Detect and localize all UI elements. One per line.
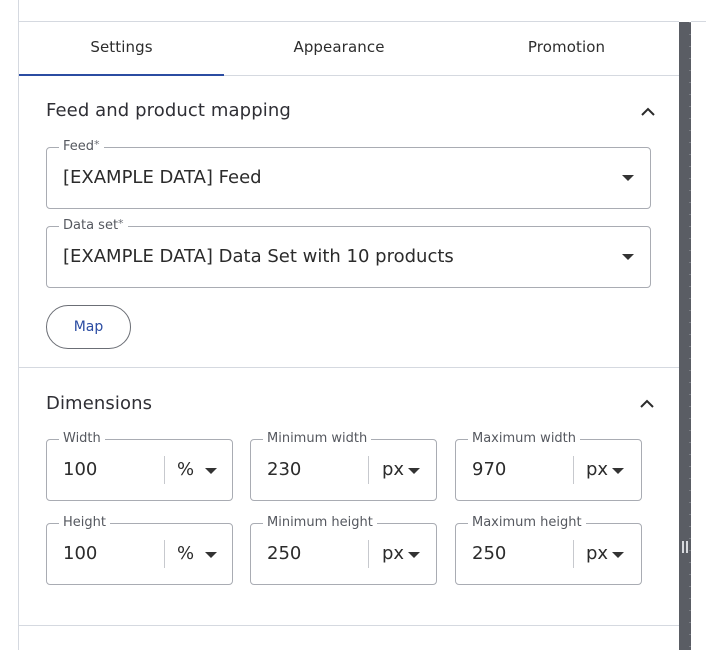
right-gutter: [691, 22, 706, 650]
max-height-value[interactable]: 250: [472, 543, 507, 564]
map-button[interactable]: Map: [46, 305, 131, 349]
width-label: Width: [59, 431, 105, 447]
height-label: Height: [59, 515, 110, 531]
max-width-label: Maximum width: [468, 431, 581, 447]
resize-splitter[interactable]: [679, 22, 691, 650]
caret-down-icon[interactable]: [612, 552, 624, 558]
unit-separator: [573, 540, 574, 568]
feed-select[interactable]: Feed* [EXAMPLE DATA] Feed: [46, 138, 651, 209]
tab-bar: Settings Appearance Promotion: [19, 22, 679, 76]
max-width-unit[interactable]: px: [586, 459, 609, 480]
top-strip: [18, 0, 679, 22]
caret-down-icon[interactable]: [408, 552, 420, 558]
data-set-select[interactable]: Data set* [EXAMPLE DATA] Data Set with 1…: [46, 217, 651, 288]
section-title-dimensions: Dimensions: [46, 393, 153, 414]
feed-label: Feed*: [59, 138, 104, 155]
height-value[interactable]: 100: [63, 543, 98, 564]
caret-down-icon[interactable]: [205, 468, 217, 474]
data-set-value: [EXAMPLE DATA] Data Set with 10 products: [63, 246, 454, 267]
min-width-field[interactable]: Minimum width 230 px: [250, 431, 437, 501]
min-width-unit[interactable]: px: [382, 459, 405, 480]
unit-separator: [164, 540, 165, 568]
caret-down-icon: [622, 254, 634, 260]
min-height-field[interactable]: Minimum height 250 px: [250, 515, 437, 585]
section-title-feed-mapping: Feed and product mapping: [46, 100, 291, 121]
width-field[interactable]: Width 100 %: [46, 431, 233, 501]
min-width-label: Minimum width: [263, 431, 372, 447]
caret-down-icon[interactable]: [612, 468, 624, 474]
min-height-label: Minimum height: [263, 515, 377, 531]
right-gutter-top: [691, 0, 706, 22]
chevron-up-icon[interactable]: [639, 103, 657, 121]
height-unit[interactable]: %: [177, 543, 195, 564]
max-height-field[interactable]: Maximum height 250 px: [455, 515, 642, 585]
tab-settings[interactable]: Settings: [19, 22, 224, 76]
min-width-value[interactable]: 230: [267, 459, 302, 480]
feed-value: [EXAMPLE DATA] Feed: [63, 167, 262, 188]
max-height-label: Maximum height: [468, 515, 586, 531]
data-set-label: Data set*: [59, 217, 128, 234]
min-height-value[interactable]: 250: [267, 543, 302, 564]
section-divider: [19, 625, 679, 626]
tab-appearance[interactable]: Appearance: [293, 38, 385, 56]
unit-separator: [368, 456, 369, 484]
max-width-field[interactable]: Maximum width 970 px: [455, 431, 642, 501]
caret-down-icon: [622, 175, 634, 181]
width-value[interactable]: 100: [63, 459, 98, 480]
max-width-value[interactable]: 970: [472, 459, 507, 480]
drag-handle-icon[interactable]: [681, 540, 689, 554]
section-divider: [19, 367, 679, 368]
caret-down-icon[interactable]: [408, 468, 420, 474]
max-height-unit[interactable]: px: [586, 543, 609, 564]
height-field[interactable]: Height 100 %: [46, 515, 233, 585]
chevron-up-icon[interactable]: [638, 395, 656, 413]
width-unit[interactable]: %: [177, 459, 195, 480]
tab-promotion[interactable]: Promotion: [527, 38, 606, 56]
splitter-texture: [689, 22, 691, 650]
min-height-unit[interactable]: px: [382, 543, 405, 564]
caret-down-icon[interactable]: [205, 552, 217, 558]
unit-separator: [573, 456, 574, 484]
settings-panel: Settings Appearance Promotion Feed and p…: [18, 22, 679, 650]
unit-separator: [164, 456, 165, 484]
unit-separator: [368, 540, 369, 568]
